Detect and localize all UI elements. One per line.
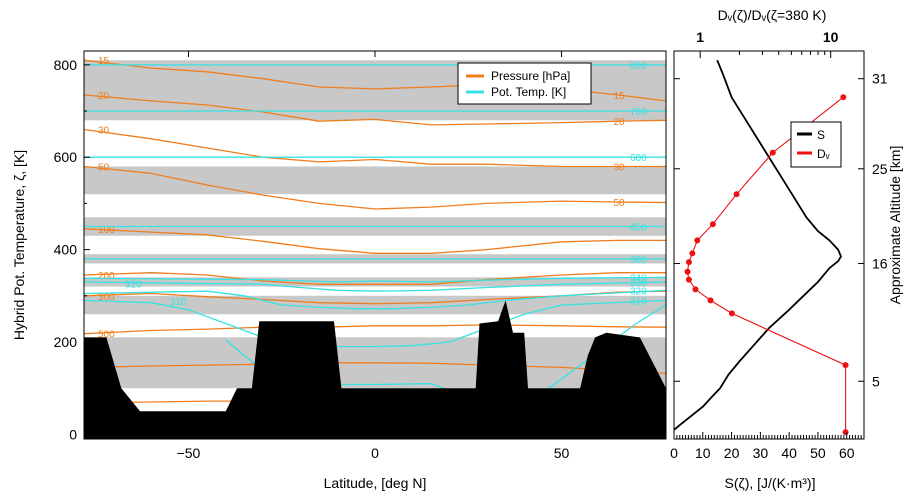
dv-point (728, 310, 735, 317)
profile-x-tick-label: 20 (724, 445, 740, 461)
series-line-dv (686, 96, 847, 433)
right-y-tick-label: 5 (872, 373, 880, 389)
profile-x-tick-label: 10 (695, 445, 711, 461)
y-axis-label: Hybrid Pot. Temperature, ζ, [K] (11, 150, 27, 340)
theta-label-310: 310 (630, 296, 647, 307)
legend-label-theta: Pot. Temp. [K] (491, 85, 566, 99)
pressure-label-right-50: 50 (614, 198, 626, 209)
dv-point (689, 250, 696, 257)
pressure-label-300: 300 (98, 292, 115, 303)
theta-contour-340 (84, 276, 666, 283)
dv-point (685, 276, 692, 283)
pressure-contour-500 (84, 324, 666, 335)
topography (84, 300, 666, 439)
dv-point (842, 429, 849, 436)
theta-contours: 800700600450380340330320320310310300 (84, 61, 666, 417)
dv-point (842, 362, 849, 369)
theta-label-320: 320 (630, 286, 647, 297)
dv-point (769, 149, 776, 156)
theta-label-450: 450 (630, 223, 647, 234)
dv-point (707, 297, 714, 304)
pressure-label-500: 500 (98, 330, 115, 341)
legend-label-pressure: Pressure [hPa] (491, 69, 570, 83)
profile-right-axis-label: Approximate Altitude [km] (887, 146, 903, 305)
theta-label-700: 700 (630, 107, 647, 118)
pressure-label-30: 30 (98, 126, 110, 137)
pressure-label-15: 15 (98, 56, 110, 67)
profile-x-tick-label: 30 (753, 445, 769, 461)
series-line-s (674, 59, 843, 431)
dv-point (692, 286, 699, 293)
theta-label-380: 380 (630, 255, 647, 266)
profile-x-axis-label: S(ζ), [J/(K·m³)] (725, 475, 816, 491)
legend-label-dv: Dᵥ (817, 147, 830, 161)
shaded-band (84, 166, 666, 195)
dv-point (840, 94, 847, 101)
y-tick-label: 600 (54, 149, 78, 165)
theta-contour-310 (84, 299, 666, 348)
y-tick-label: 800 (54, 57, 78, 73)
pressure-contour-30 (84, 128, 666, 168)
pressure-label-20: 20 (98, 91, 110, 102)
right-y-tick-label: 25 (872, 161, 888, 177)
x-tick-label: 50 (554, 445, 570, 461)
theta-contour-330 (84, 281, 666, 292)
theta-label-800: 800 (630, 61, 647, 72)
profile-panel: 0 10 20 30 40 50 60 1 10 5 16 25 31 S(ζ), [J/(K·m³)]… (670, 7, 903, 491)
right-y-tick-label: 31 (872, 71, 888, 87)
legend-label-s: S (817, 128, 825, 142)
pressure-label-200: 200 (98, 271, 115, 282)
profile-x-tick-label: 60 (839, 445, 855, 461)
cross-section-frame (83, 50, 667, 440)
pressure-label-50: 50 (98, 162, 110, 173)
cross-section-panel: 1520305010020030050070085015203050 80070… (11, 50, 667, 491)
pressure-label-100: 100 (98, 225, 115, 236)
y-tick-label: 400 (54, 242, 78, 258)
dv-point (709, 221, 716, 228)
theta-contour-320 (84, 289, 666, 310)
x-tick-label: 0 (371, 445, 379, 461)
dv-point (684, 268, 691, 275)
y-tick-label: 0 (69, 426, 77, 442)
shaded-band (84, 295, 666, 315)
theta-label-330: 330 (630, 278, 647, 289)
topography-fill (84, 300, 666, 439)
profile-top-axis-label: Dᵥ(ζ)/Dᵥ(ζ=380 K) (718, 7, 827, 23)
profile-series (674, 59, 849, 436)
y-tick-label: 200 (54, 334, 78, 350)
profile-x-tick-label: 50 (810, 445, 826, 461)
dv-point (733, 191, 740, 198)
shaded-band (84, 277, 666, 287)
pressure-contour-700 (84, 362, 666, 375)
pressure-label-right-15: 15 (614, 91, 626, 102)
dv-point (694, 237, 701, 244)
dv-point (685, 259, 692, 266)
pressure-legend: Pressure [hPa] Pot. Temp. [K] (457, 62, 592, 105)
pressure-contour-100 (84, 228, 666, 254)
profile-axis-ticks: 0 10 20 30 40 50 60 1 10 5 16 25 31 (670, 29, 888, 461)
pressure-contour-200 (84, 272, 666, 285)
profile-legend: S Dᵥ (790, 121, 842, 168)
profile-x-tick-label: 0 (670, 445, 678, 461)
pressure-label-right-20: 20 (614, 117, 626, 128)
profile-frame (673, 50, 865, 440)
profile-x-tick-label: 40 (781, 445, 797, 461)
theta-label-600: 600 (630, 153, 647, 164)
pressure-contour-50 (84, 165, 666, 210)
theta-label-left-310: 310 (170, 297, 187, 308)
top-tick-label: 10 (823, 29, 839, 45)
pressure-contour-20 (84, 94, 666, 126)
theta-label-left-320: 320 (125, 279, 142, 290)
pressure-label-right-30: 30 (614, 162, 626, 173)
shaded-bands (84, 60, 666, 389)
x-axis-label: Latitude, [deg N] (324, 475, 427, 491)
x-tick-label: −50 (177, 445, 201, 461)
top-tick-label: 1 (696, 29, 704, 45)
theta-label-340: 340 (630, 273, 647, 284)
right-y-tick-label: 16 (872, 255, 888, 271)
